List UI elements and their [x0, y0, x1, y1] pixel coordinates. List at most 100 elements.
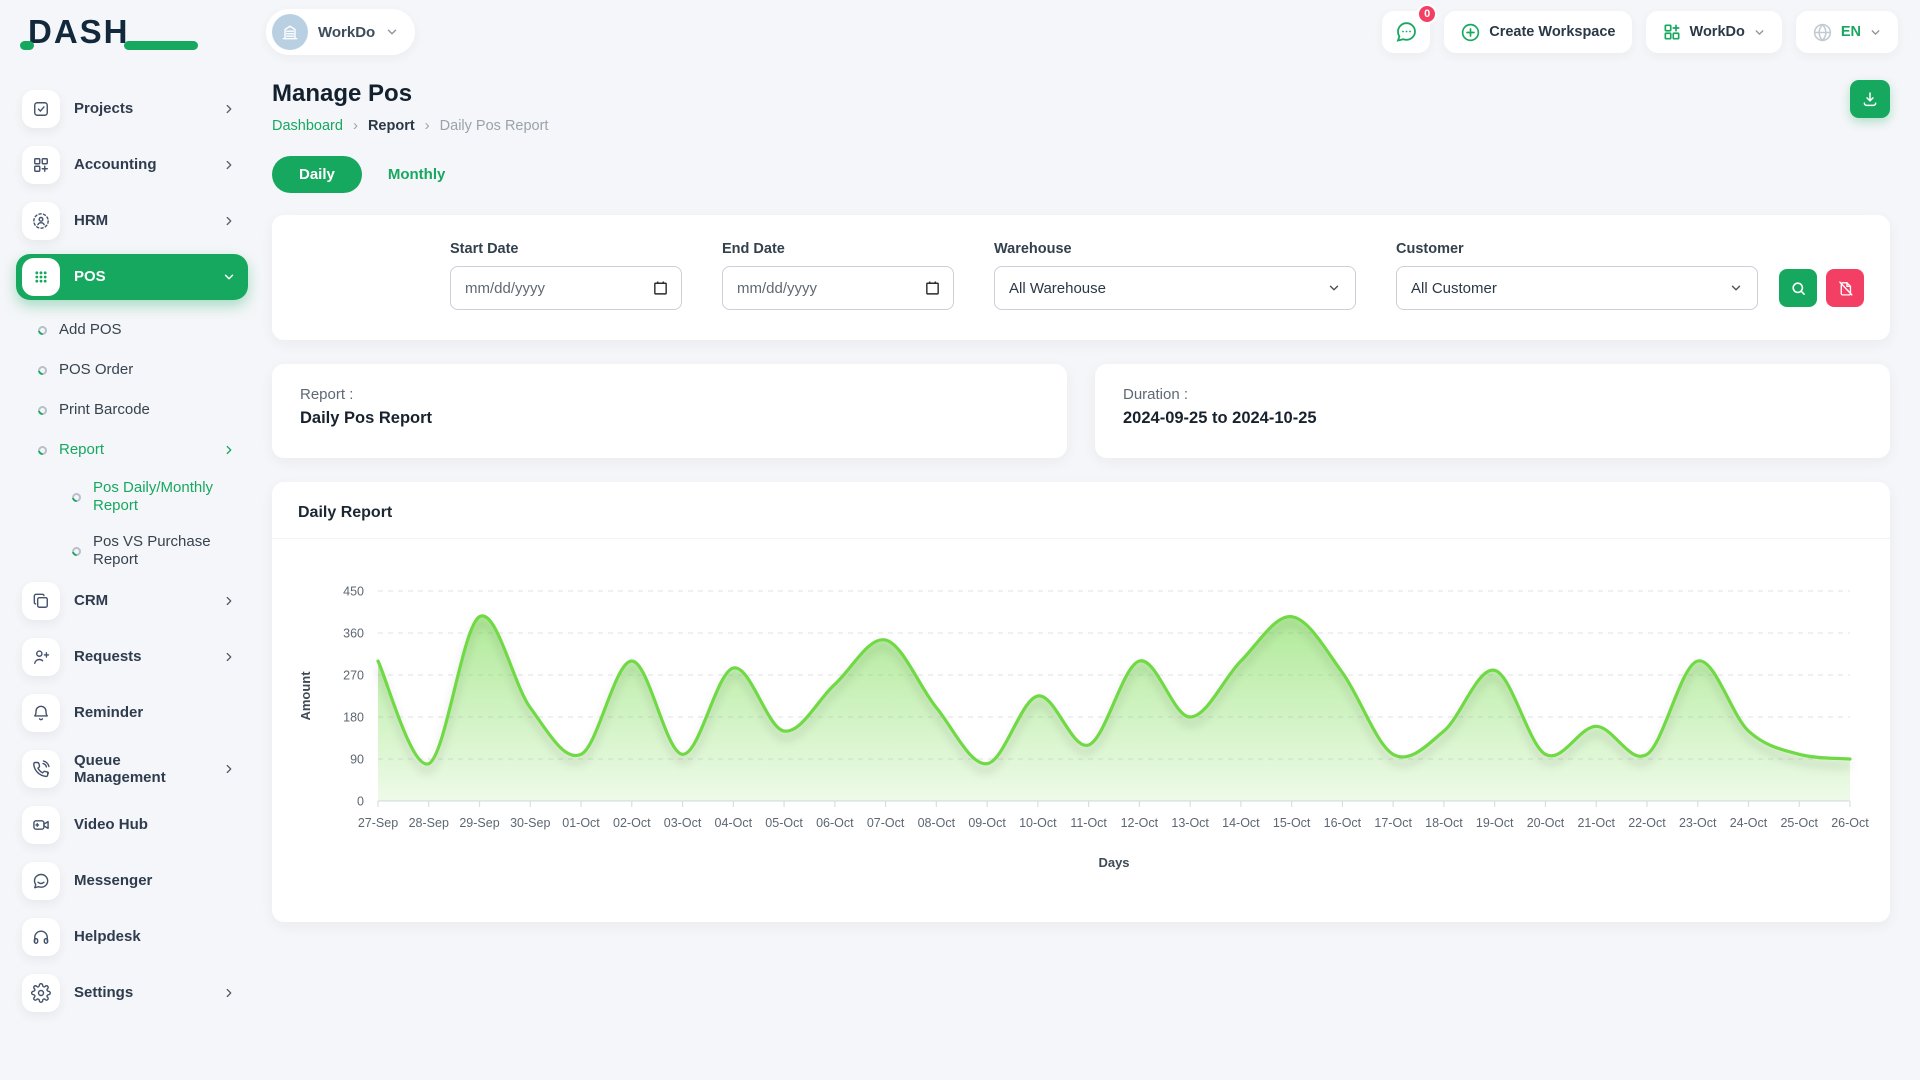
- topbar: DASH WorkDo 0 Create Workspace WorkDo EN: [0, 0, 1920, 64]
- customer-selected-value: All Customer: [1411, 280, 1497, 297]
- y-axis-tick-label: 90: [350, 753, 364, 767]
- warehouse-select[interactable]: All Warehouse: [994, 266, 1356, 310]
- x-axis-tick-label: 28-Sep: [409, 816, 449, 830]
- tab-daily[interactable]: Daily: [272, 156, 362, 193]
- workspace-name: WorkDo: [318, 24, 375, 41]
- end-date-group: End Date: [722, 241, 954, 310]
- language-code: EN: [1841, 24, 1861, 40]
- calendar-icon[interactable]: [652, 279, 669, 296]
- x-axis-tick-label: 01-Oct: [562, 816, 600, 830]
- projects-check-square-icon: [22, 90, 60, 128]
- gear-icon: [22, 974, 60, 1012]
- x-axis-tick-label: 18-Oct: [1425, 816, 1463, 830]
- breadcrumb: Dashboard › Report › Daily Pos Report: [272, 117, 548, 134]
- customer-select[interactable]: All Customer: [1396, 266, 1758, 310]
- x-axis-tick-label: 27-Sep: [358, 816, 398, 830]
- page-title: Manage Pos: [272, 80, 548, 108]
- chevron-right-icon: [222, 443, 236, 457]
- customer-group: Customer All Customer: [1396, 241, 1758, 310]
- end-date-input[interactable]: [722, 266, 954, 310]
- start-date-label: Start Date: [450, 241, 682, 257]
- hrm-user-focus-icon: [22, 202, 60, 240]
- chart-title: Daily Report: [298, 504, 1864, 522]
- sidebar: Projects Accounting HRM POS: [0, 64, 262, 1080]
- bullet-icon: [36, 324, 49, 337]
- sidebar-item-report[interactable]: Report: [16, 430, 248, 470]
- sidebar-item-queue-management[interactable]: Queue Management: [16, 746, 248, 792]
- warehouse-group: Warehouse All Warehouse: [994, 241, 1356, 310]
- chevron-down-icon: [1729, 281, 1743, 295]
- accounting-grid-icon: [22, 146, 60, 184]
- y-axis-tick-label: 450: [343, 585, 364, 599]
- reset-filter-button[interactable]: [1826, 269, 1864, 307]
- crm-overlapping-squares-icon: [22, 582, 60, 620]
- chevron-right-icon: [222, 158, 236, 172]
- create-workspace-button[interactable]: Create Workspace: [1444, 11, 1631, 53]
- x-axis-tick-label: 13-Oct: [1171, 816, 1209, 830]
- report-label: Report :: [300, 386, 1039, 403]
- workspace-menu-button[interactable]: WorkDo: [1646, 11, 1782, 53]
- calendar-icon[interactable]: [924, 279, 941, 296]
- sidebar-item-pos-daily-monthly-report[interactable]: Pos Daily/Monthly Report: [16, 470, 248, 524]
- duration-label: Duration :: [1123, 386, 1862, 403]
- sidebar-item-add-pos[interactable]: Add POS: [16, 310, 248, 350]
- chat-icon: [1394, 20, 1418, 44]
- sidebar-item-helpdesk[interactable]: Helpdesk: [16, 914, 248, 960]
- x-axis-tick-label: 23-Oct: [1679, 816, 1717, 830]
- sidebar-item-pos-order[interactable]: POS Order: [16, 350, 248, 390]
- create-workspace-label: Create Workspace: [1489, 24, 1615, 40]
- sidebar-item-accounting[interactable]: Accounting: [16, 142, 248, 188]
- sidebar-item-requests[interactable]: Requests: [16, 634, 248, 680]
- chevron-down-icon: [1327, 281, 1341, 295]
- start-date-group: Start Date: [450, 241, 682, 310]
- topbar-actions: 0 Create Workspace WorkDo EN: [1382, 11, 1898, 53]
- x-axis-tick-label: 22-Oct: [1628, 816, 1666, 830]
- x-axis-tick-label: 04-Oct: [715, 816, 753, 830]
- breadcrumb-current: Daily Pos Report: [440, 118, 549, 134]
- daily-report-card: Daily Report 09018027036045027-Sep28-Sep…: [272, 482, 1890, 922]
- x-axis-tick-label: 12-Oct: [1121, 816, 1159, 830]
- daily-report-chart: 09018027036045027-Sep28-Sep29-Sep30-Sep0…: [288, 569, 1870, 899]
- x-axis-tick-label: 19-Oct: [1476, 816, 1514, 830]
- customer-label: Customer: [1396, 241, 1758, 257]
- breadcrumb-report[interactable]: Report: [368, 118, 415, 134]
- message-bubble-icon: [22, 862, 60, 900]
- x-axis-title: Days: [1098, 855, 1129, 870]
- sidebar-item-projects[interactable]: Projects: [16, 86, 248, 132]
- x-axis-tick-label: 03-Oct: [664, 816, 702, 830]
- workspace-avatar: [272, 14, 308, 50]
- y-axis-tick-label: 0: [357, 795, 364, 809]
- brand-logo[interactable]: DASH: [28, 13, 198, 51]
- warehouse-selected-value: All Warehouse: [1009, 280, 1106, 297]
- user-plus-icon: [22, 638, 60, 676]
- sidebar-item-video-hub[interactable]: Video Hub: [16, 802, 248, 848]
- bell-icon: [22, 694, 60, 732]
- language-selector[interactable]: EN: [1796, 11, 1898, 53]
- workspace-menu-label: WorkDo: [1690, 24, 1745, 40]
- file-off-icon: [1837, 280, 1854, 297]
- sidebar-item-settings[interactable]: Settings: [16, 970, 248, 1016]
- tab-monthly[interactable]: Monthly: [388, 166, 446, 183]
- bullet-icon: [70, 491, 83, 504]
- main-content: Manage Pos Dashboard › Report › Daily Po…: [262, 64, 1920, 1080]
- duration-summary-card: Duration : 2024-09-25 to 2024-10-25: [1095, 364, 1890, 458]
- workspace-selector[interactable]: WorkDo: [266, 9, 415, 55]
- x-axis-tick-label: 05-Oct: [765, 816, 803, 830]
- sidebar-item-pos[interactable]: POS: [16, 254, 248, 300]
- sidebar-item-print-barcode[interactable]: Print Barcode: [16, 390, 248, 430]
- sidebar-item-messenger[interactable]: Messenger: [16, 858, 248, 904]
- messages-button[interactable]: 0: [1382, 11, 1430, 53]
- breadcrumb-dashboard[interactable]: Dashboard: [272, 118, 343, 134]
- apply-filter-button[interactable]: [1779, 269, 1817, 307]
- breadcrumb-separator: ›: [353, 117, 358, 134]
- start-date-input[interactable]: [450, 266, 682, 310]
- download-report-button[interactable]: [1850, 80, 1890, 118]
- x-axis-tick-label: 24-Oct: [1730, 816, 1768, 830]
- sidebar-item-hrm[interactable]: HRM: [16, 198, 248, 244]
- x-axis-tick-label: 11-Oct: [1070, 816, 1107, 830]
- sidebar-item-pos-vs-purchase-report[interactable]: Pos VS Purchase Report: [16, 524, 248, 578]
- end-date-label: End Date: [722, 241, 954, 257]
- x-axis-tick-label: 14-Oct: [1222, 816, 1260, 830]
- sidebar-item-reminder[interactable]: Reminder: [16, 690, 248, 736]
- sidebar-item-crm[interactable]: CRM: [16, 578, 248, 624]
